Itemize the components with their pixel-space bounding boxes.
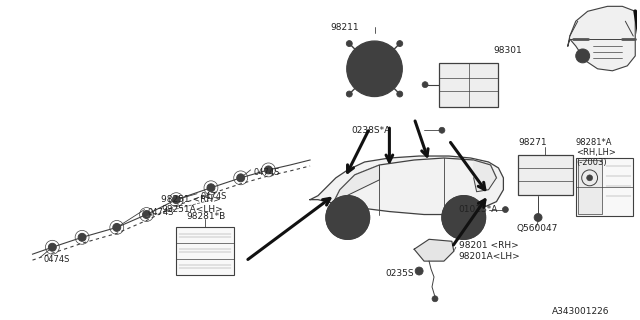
Text: 98281*B: 98281*B <box>186 212 225 220</box>
Bar <box>439 63 499 108</box>
Text: 98201A<LH>: 98201A<LH> <box>459 252 520 261</box>
Circle shape <box>326 196 369 239</box>
Text: (-2003): (-2003) <box>576 158 606 167</box>
Text: A343001226: A343001226 <box>552 307 609 316</box>
Circle shape <box>143 211 150 219</box>
Polygon shape <box>568 6 636 71</box>
Polygon shape <box>414 239 454 261</box>
Bar <box>576 158 633 215</box>
Circle shape <box>369 64 380 74</box>
Circle shape <box>439 127 445 133</box>
Circle shape <box>207 184 215 192</box>
Text: <RH,LH>: <RH,LH> <box>576 148 616 157</box>
Text: Q560047: Q560047 <box>516 224 557 233</box>
Text: 0474S: 0474S <box>253 168 280 177</box>
Circle shape <box>587 175 593 181</box>
Circle shape <box>415 267 423 275</box>
Bar <box>176 228 234 275</box>
Text: 98301: 98301 <box>493 46 522 55</box>
Bar <box>578 160 602 213</box>
Circle shape <box>502 207 508 212</box>
Polygon shape <box>474 160 497 192</box>
Text: 0474S: 0474S <box>200 192 227 201</box>
Circle shape <box>442 196 486 239</box>
Circle shape <box>346 41 352 46</box>
Text: 98211: 98211 <box>330 23 359 32</box>
Polygon shape <box>335 165 380 200</box>
Text: 0235S: 0235S <box>385 269 414 278</box>
Text: 0238S*A: 0238S*A <box>352 126 391 135</box>
Text: 98251 <RH>: 98251 <RH> <box>161 195 221 204</box>
Circle shape <box>113 223 121 231</box>
Circle shape <box>360 54 389 84</box>
Circle shape <box>344 213 352 222</box>
Circle shape <box>78 233 86 241</box>
Circle shape <box>422 82 428 88</box>
Text: 0101S*A: 0101S*A <box>459 204 498 214</box>
Circle shape <box>397 91 403 97</box>
Circle shape <box>347 41 403 97</box>
Text: 98251A<LH>: 98251A<LH> <box>161 204 223 214</box>
Polygon shape <box>310 156 504 214</box>
Circle shape <box>460 213 468 222</box>
Circle shape <box>49 243 56 251</box>
Circle shape <box>346 91 352 97</box>
Text: 0474S: 0474S <box>147 208 174 217</box>
Circle shape <box>432 296 438 302</box>
Circle shape <box>397 41 403 46</box>
Circle shape <box>264 166 273 174</box>
Circle shape <box>237 174 244 182</box>
Bar <box>518 155 573 195</box>
Circle shape <box>534 213 542 221</box>
Text: 98271: 98271 <box>518 138 547 147</box>
Text: 0474S: 0474S <box>44 255 70 264</box>
Circle shape <box>576 49 589 63</box>
Circle shape <box>172 196 180 204</box>
Text: 98281*A: 98281*A <box>576 138 612 147</box>
Text: 98201 <RH>: 98201 <RH> <box>459 241 518 250</box>
